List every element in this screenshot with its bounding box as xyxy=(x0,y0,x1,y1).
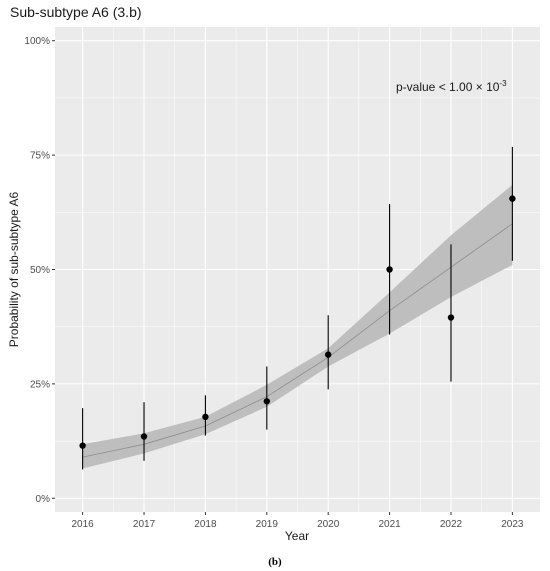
data-point-2017 xyxy=(140,433,148,440)
data-point-2020 xyxy=(324,351,332,358)
x-axis-title: Year xyxy=(285,529,309,543)
y-tick-label: 0% xyxy=(36,494,51,505)
error-bars xyxy=(82,146,513,470)
confidence-band xyxy=(82,184,513,469)
data-point-2019 xyxy=(263,398,271,405)
x-axis-ticks: 2016 2017 2018 2019 2020 2021 2022 2023 xyxy=(72,512,524,530)
y-tick-label: 50% xyxy=(30,265,50,276)
y-axis-title: Probability of sub-subtype A6 xyxy=(7,191,21,347)
p-value-annotation: p-value < 1.00 × 10-3 xyxy=(396,79,507,94)
x-tick-label: 2016 xyxy=(72,519,95,530)
fit-line-layer xyxy=(82,223,513,458)
y-tick-label: 75% xyxy=(30,151,50,162)
y-tick-label: 100% xyxy=(24,36,50,47)
data-point-2021 xyxy=(386,266,393,273)
chart-title: Sub-subtype A6 (3.b) xyxy=(10,4,142,20)
fit-line xyxy=(82,223,513,458)
y-tick-label: 25% xyxy=(30,379,50,390)
x-tick-label: 2017 xyxy=(133,519,156,530)
data-point-2022 xyxy=(447,314,455,321)
x-tick-label: 2023 xyxy=(501,519,524,530)
y-axis-ticks: 0% 25% 50% 75% 100% xyxy=(24,36,55,505)
fit-band-layer xyxy=(82,184,513,469)
data-point-2023 xyxy=(509,195,516,202)
x-tick-label: 2018 xyxy=(194,519,217,530)
x-tick-label: 2022 xyxy=(440,519,463,530)
data-point-2016 xyxy=(79,442,86,449)
x-tick-label: 2019 xyxy=(256,519,279,530)
data-points xyxy=(79,195,516,449)
x-tick-label: 2021 xyxy=(378,519,401,530)
figure-caption: (b) xyxy=(268,556,282,568)
data-point-2018 xyxy=(202,413,209,421)
p-value-exponent: -3 xyxy=(499,79,507,88)
p-value-text: p-value < 1.00 × 10 xyxy=(396,80,500,94)
x-tick-label: 2020 xyxy=(317,519,340,530)
